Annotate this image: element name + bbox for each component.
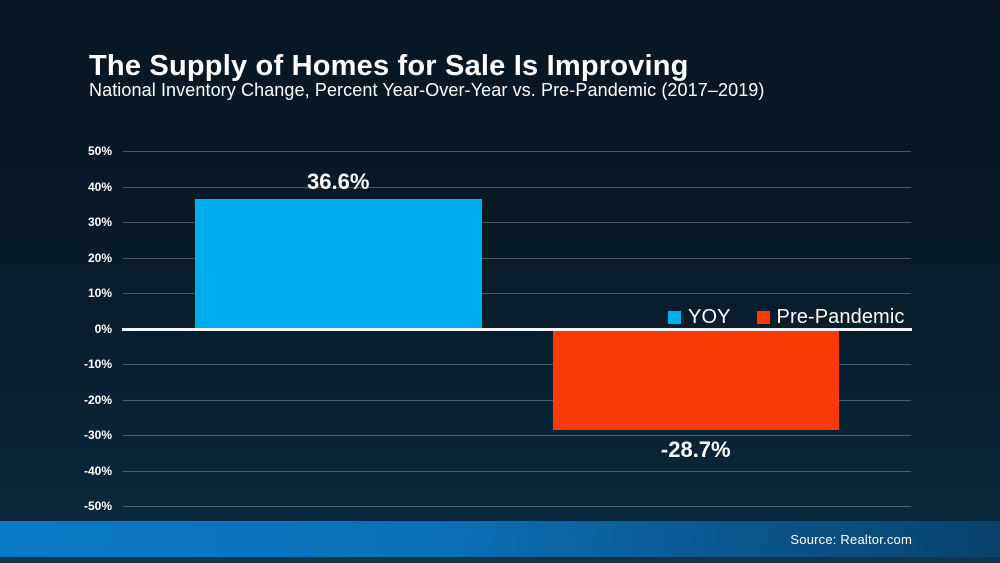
footer-bar: Source: Realtor.com bbox=[0, 521, 1000, 557]
bar-chart: 50% 40% 30% 20% 10% 0% -10% -20% -30% -40% -50% 36… bbox=[0, 144, 1000, 513]
gridline bbox=[123, 506, 911, 507]
source-text: Source: Realtor.com bbox=[790, 531, 912, 547]
page-subtitle: National Inventory Change, Percent Year-… bbox=[89, 80, 765, 100]
page-title: The Supply of Homes for Sale Is Improvin… bbox=[89, 50, 689, 83]
gridline bbox=[123, 222, 911, 223]
y-tick-label: 50% bbox=[87, 144, 112, 158]
footer-bottom-strip bbox=[0, 557, 1000, 563]
bar-yoy bbox=[195, 198, 482, 329]
legend-swatch-icon bbox=[668, 311, 681, 324]
legend-swatch-icon bbox=[756, 311, 770, 324]
gridline bbox=[123, 399, 911, 401]
gridline bbox=[123, 364, 911, 365]
y-tick-label: -10% bbox=[83, 357, 112, 371]
zero-baseline bbox=[122, 327, 912, 331]
gridline bbox=[123, 435, 911, 436]
bar-pre-pandemic bbox=[552, 328, 839, 431]
chart-legend: YOY Pre-Pandemic bbox=[668, 304, 904, 331]
gridline bbox=[123, 293, 911, 294]
plot-area: 36.6% -28.7% bbox=[122, 151, 912, 507]
legend-item-pre-pandemic: Pre-Pandemic bbox=[756, 306, 905, 329]
gridline bbox=[123, 186, 911, 188]
gridline bbox=[123, 257, 911, 259]
y-tick-label: 0% bbox=[94, 321, 112, 336]
y-tick-label: -20% bbox=[83, 392, 112, 407]
bar-value-label: 36.6% bbox=[307, 168, 370, 194]
legend-label: YOY bbox=[688, 306, 731, 328]
y-tick-label: 40% bbox=[87, 179, 112, 194]
y-tick-label: 20% bbox=[87, 250, 112, 265]
y-tick-label: -40% bbox=[83, 463, 112, 478]
y-tick-label: 30% bbox=[87, 215, 112, 229]
bar-value-label: -28.7% bbox=[660, 437, 731, 463]
gridline bbox=[123, 470, 911, 472]
legend-label: Pre-Pandemic bbox=[776, 306, 905, 328]
y-tick-label: -50% bbox=[83, 499, 112, 513]
y-axis: 50% 40% 30% 20% 10% 0% -10% -20% -30% -40% -50% bbox=[0, 144, 112, 513]
legend-item-yoy: YOY bbox=[668, 306, 731, 329]
gridline bbox=[123, 151, 911, 152]
y-tick-label: -30% bbox=[83, 428, 112, 442]
y-tick-label: 10% bbox=[87, 286, 112, 300]
